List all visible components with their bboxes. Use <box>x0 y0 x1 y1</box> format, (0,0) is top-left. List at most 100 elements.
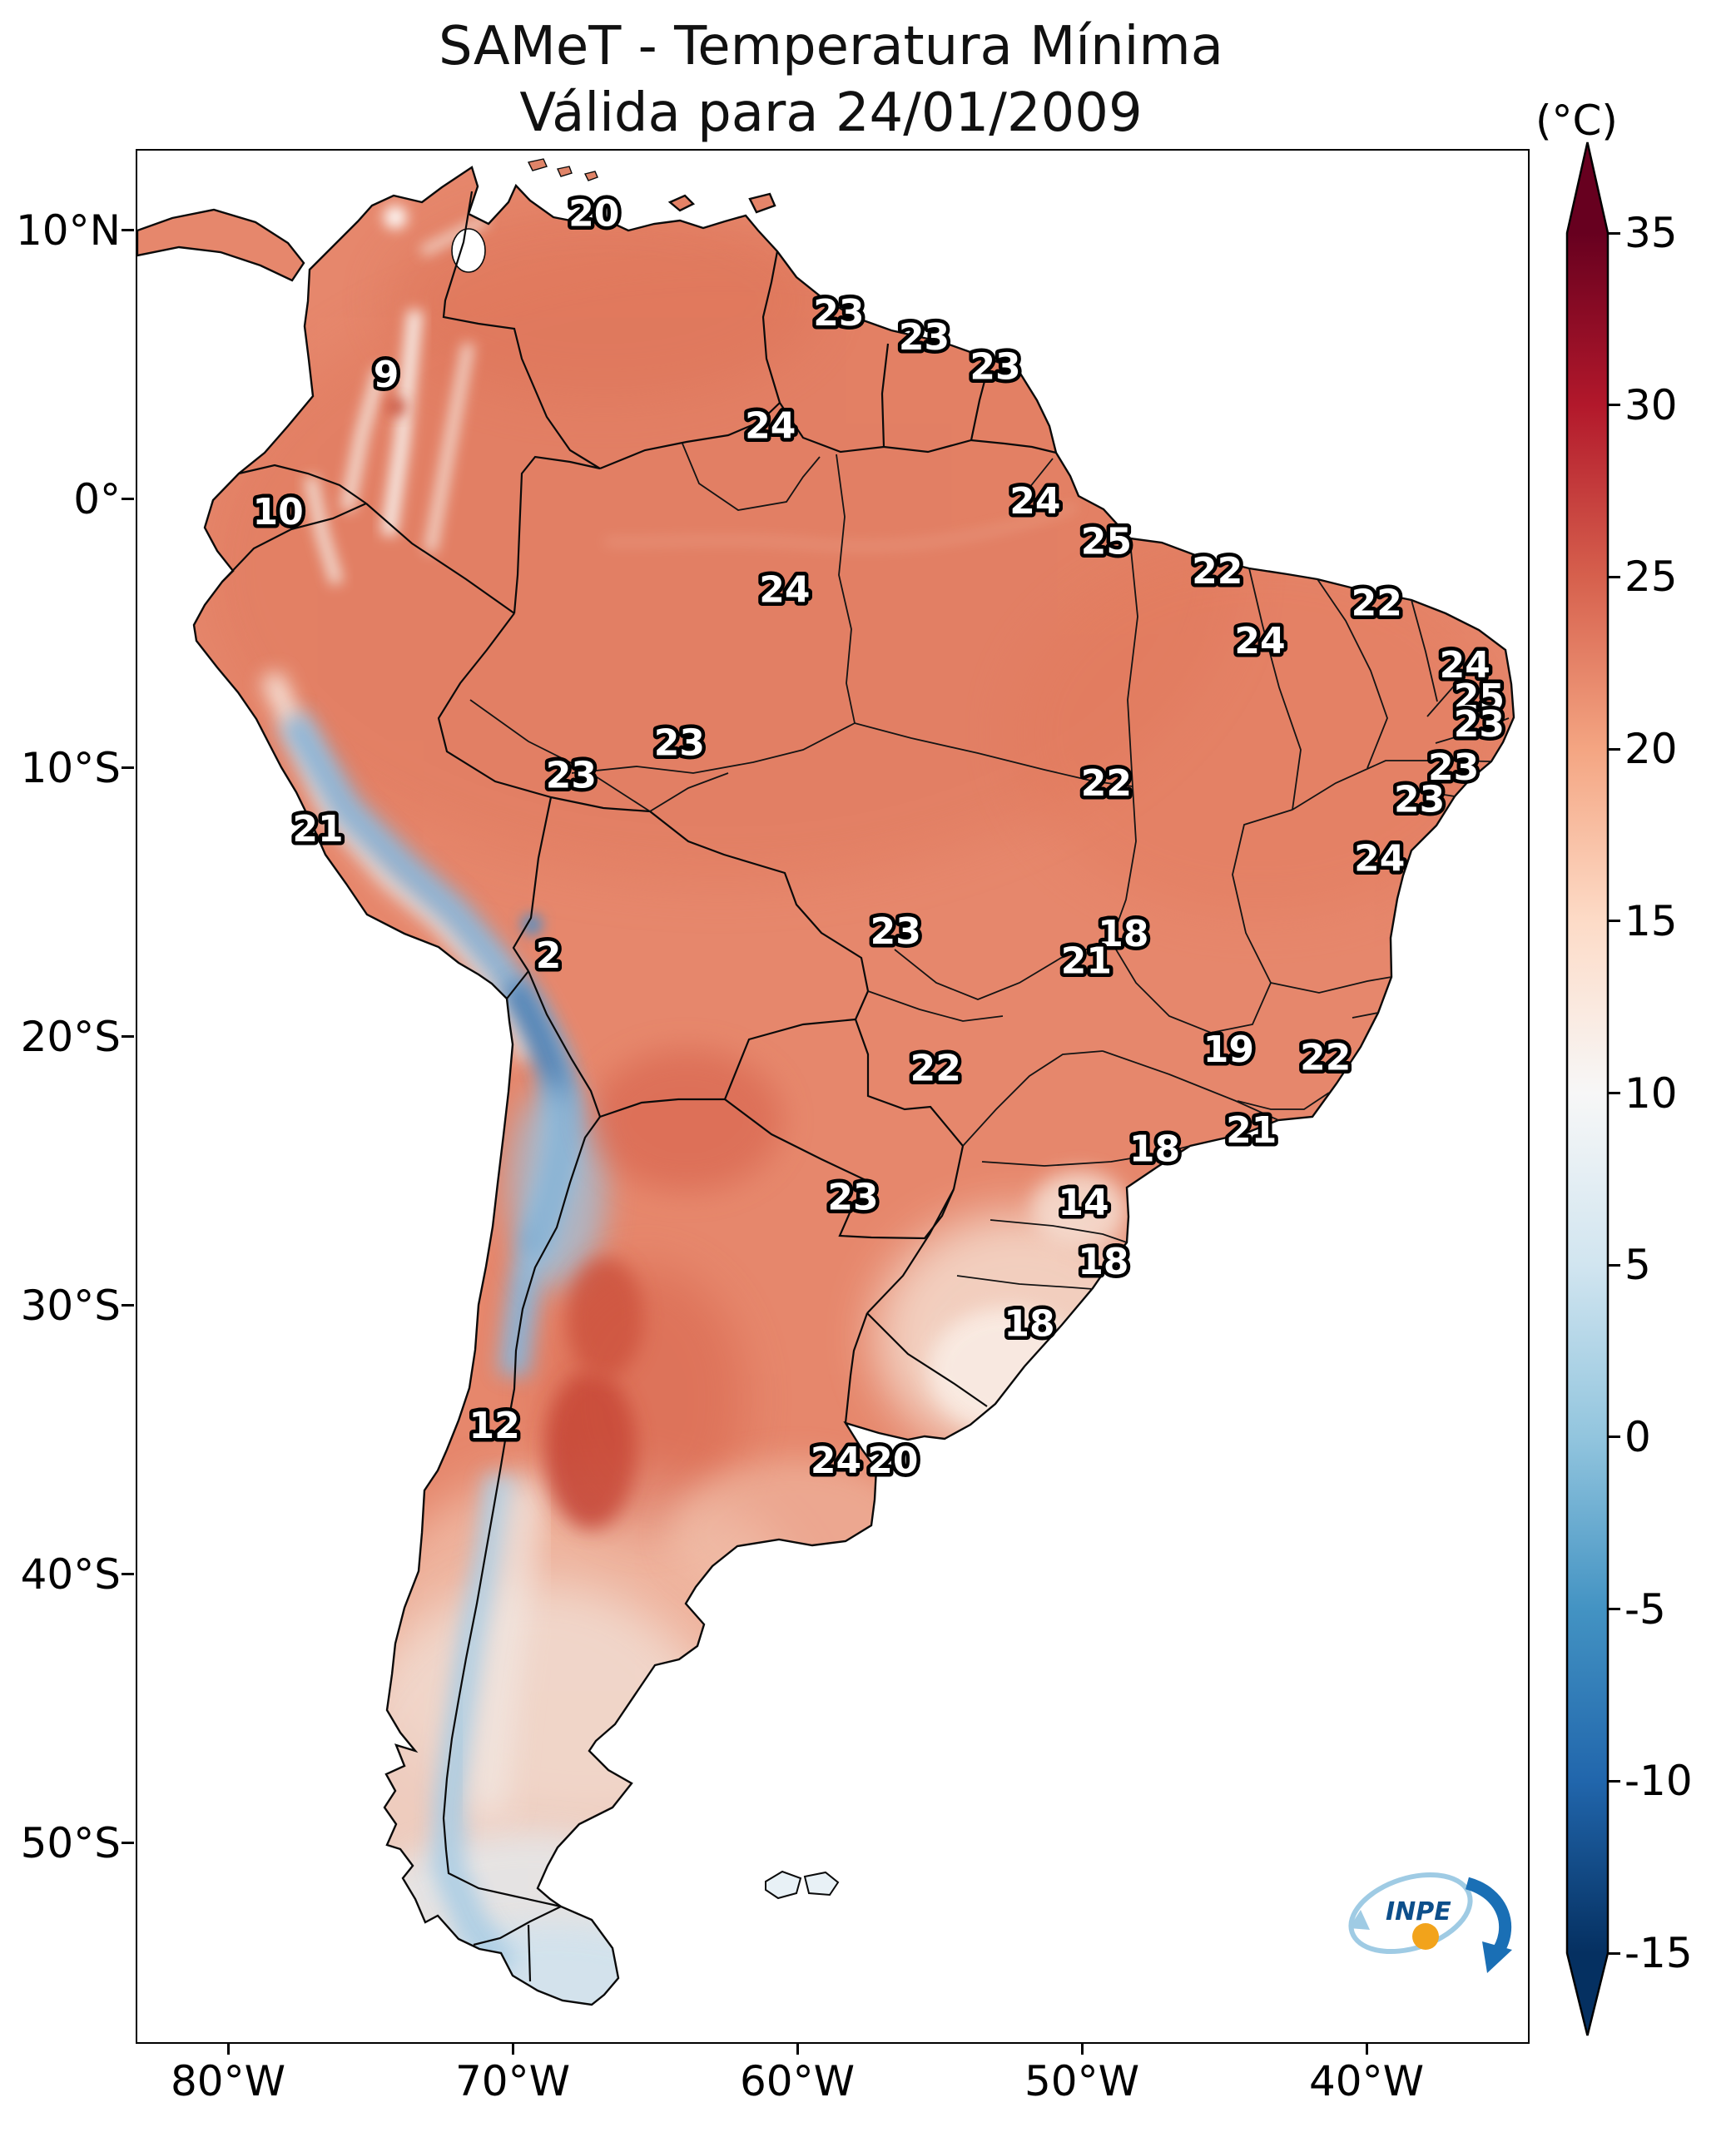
colorbar-tick-mark <box>1609 231 1620 235</box>
sun-icon <box>1412 1923 1439 1950</box>
caribbean-islands <box>527 158 598 181</box>
colorbar-tick-mark <box>1609 1263 1620 1267</box>
temperature-value-label: 22 <box>1352 583 1402 625</box>
temperature-value-label: 22 <box>1081 762 1132 805</box>
lat-tick-label: 10°S <box>20 744 121 792</box>
colorbar-tick-mark <box>1609 1951 1620 1955</box>
lat-tick-label: 20°S <box>20 1013 121 1061</box>
lat-tick-label: 0° <box>73 475 121 523</box>
lat-tick-mark <box>122 1573 134 1575</box>
colorbar-unit-label: (°C) <box>1535 97 1618 145</box>
temperature-value-label: 14 <box>1058 1182 1109 1224</box>
lon-tick-label: 50°W <box>1024 2057 1140 2105</box>
lat-tick-mark <box>122 1842 134 1844</box>
temperature-value-label: 19 <box>1203 1029 1254 1071</box>
colorbar-tick-mark <box>1609 747 1620 751</box>
temperature-value-label: 18 <box>1129 1128 1180 1170</box>
temperature-value-label: 22 <box>1192 550 1242 593</box>
lat-tick-mark <box>122 229 134 231</box>
lon-tick-mark <box>1365 2042 1368 2055</box>
temperature-value-label: 25 <box>1081 520 1132 563</box>
colorbar-tick-mark <box>1609 1608 1620 1611</box>
colorbar <box>1565 141 1610 2036</box>
lat-tick-mark <box>122 498 134 500</box>
temperature-value-label: 23 <box>827 1177 878 1219</box>
temperature-value-label: 2 <box>536 935 562 977</box>
temperature-value-label: 24 <box>1234 620 1285 662</box>
lon-tick-label: 70°W <box>454 2057 571 2105</box>
colorbar-tick-mark <box>1609 575 1620 578</box>
lat-tick-label: 30°S <box>20 1282 121 1330</box>
temperature-value-label: 9 <box>374 354 399 396</box>
colorbar-tick-mark <box>1609 1435 1620 1439</box>
lon-tick-mark <box>796 2042 799 2055</box>
temperature-value-label: 12 <box>469 1405 519 1447</box>
temperature-value-label: 23 <box>546 755 597 797</box>
colorbar-tick-label: -10 <box>1624 1757 1693 1806</box>
lat-tick-mark <box>122 1304 134 1307</box>
colorbar-tick-label: -5 <box>1624 1584 1666 1634</box>
temperature-value-label: 22 <box>1300 1037 1351 1079</box>
temperature-value-label: 24 <box>811 1440 861 1482</box>
lat-tick-label: 10°N <box>15 206 121 255</box>
temperature-value-label: 10 <box>252 491 303 533</box>
colorbar-outline <box>1565 141 1610 2036</box>
colorbar-tick-label: 15 <box>1624 896 1678 945</box>
logo-text: INPE <box>1386 1897 1451 1926</box>
temperature-value-label: 23 <box>870 910 921 953</box>
lat-tick-mark <box>122 1035 134 1038</box>
colorbar-tick-label: -15 <box>1624 1929 1693 1977</box>
temperature-value-label: 18 <box>1098 913 1148 955</box>
colorbar-tick-label: 30 <box>1624 380 1678 429</box>
state-borders <box>469 443 1510 1290</box>
temperature-value-label: 23 <box>654 722 705 765</box>
temperature-value-label: 20 <box>867 1440 918 1482</box>
lon-tick-label: 60°W <box>739 2057 856 2105</box>
lat-tick-label: 50°S <box>20 1819 121 1867</box>
lat-tick-label: 40°S <box>20 1550 121 1599</box>
temperature-value-label: 23 <box>813 292 864 335</box>
colorbar-tick-label: 0 <box>1624 1412 1651 1461</box>
colorbar-tick-label: 10 <box>1624 1069 1678 1118</box>
temperature-value-label: 22 <box>910 1048 961 1090</box>
temperature-value-label: 23 <box>1428 746 1479 789</box>
colorbar-tick-mark <box>1609 920 1620 923</box>
temperature-value-label: 24 <box>1440 644 1490 687</box>
colorbar-tick-label: 35 <box>1624 209 1678 257</box>
plot-area: INPE 20 23 23 23 9 24 10 24 25 22 24 22 24 24 25 23 23 23… <box>136 149 1530 2044</box>
temperature-value-label: 21 <box>1061 940 1112 982</box>
colorbar-tick-mark <box>1609 1092 1620 1094</box>
temperature-value-label: 24 <box>759 569 810 612</box>
colorbar-extend-max <box>1567 142 1608 233</box>
temperature-value-label: 21 <box>292 808 343 850</box>
colorbar-tick-label: 25 <box>1624 553 1678 602</box>
temperature-value-label: 18 <box>1078 1241 1128 1283</box>
colorbar-tick-mark <box>1609 1779 1620 1783</box>
colorbar-tick-mark <box>1609 404 1620 407</box>
colorbar-tick-label: 5 <box>1624 1241 1651 1290</box>
lat-tick-mark <box>122 766 134 769</box>
temperature-value-label: 21 <box>1226 1109 1277 1152</box>
temperature-value-label: 24 <box>1354 838 1405 880</box>
lon-tick-mark <box>226 2042 230 2055</box>
temperature-value-label: 23 <box>970 346 1020 389</box>
temperature-field <box>137 167 1514 2005</box>
temperature-value-label: 23 <box>1394 779 1445 821</box>
temperature-value-label: 20 <box>568 192 619 235</box>
country-borders <box>221 191 1057 1982</box>
swoosh-icon <box>1465 1877 1512 1959</box>
colorbar-gradient <box>1567 233 1608 1953</box>
temperature-value-label: 18 <box>1004 1302 1054 1345</box>
coastline <box>137 166 1515 2006</box>
temperature-value-label: 25 <box>1454 677 1505 719</box>
lon-tick-mark <box>1080 2042 1084 2055</box>
colorbar-extend-min <box>1567 1953 1608 2035</box>
chart-subtitle: Válida para 24/01/2009 <box>519 82 1143 144</box>
orbit-arrowhead-icon <box>1349 1910 1370 1930</box>
falkland-islands <box>765 1870 840 1900</box>
temperature-value-label: 23 <box>1454 703 1505 746</box>
chart-title: SAMeT - Temperatura Mínima <box>439 16 1223 77</box>
